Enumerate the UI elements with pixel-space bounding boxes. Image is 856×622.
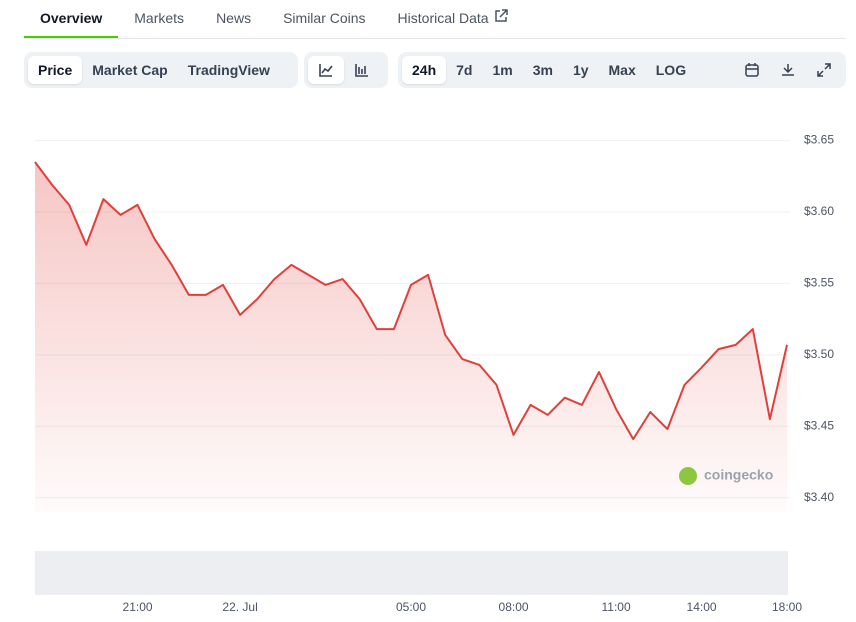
- x-tick-label: 11:00: [602, 600, 631, 614]
- range-button[interactable]: 1m: [492, 62, 513, 78]
- y-tick-label: $3.40: [804, 490, 834, 504]
- chart-type-group: Price Market Cap TradingView: [24, 52, 298, 88]
- chart-type-button[interactable]: TradingView: [187, 62, 270, 78]
- tab[interactable]: Historical Data: [382, 0, 524, 36]
- range-button[interactable]: 3m: [532, 62, 553, 78]
- download-button[interactable]: [770, 56, 806, 84]
- y-tick-label: $3.65: [804, 133, 834, 147]
- range-button[interactable]: LOG: [655, 62, 687, 78]
- x-tick-label: 21:00: [123, 600, 153, 614]
- y-tick-label: $3.45: [804, 418, 834, 432]
- area: [35, 162, 787, 512]
- watermark-logo: [679, 467, 697, 485]
- external-link-icon: [494, 9, 508, 22]
- fullscreen-button[interactable]: [806, 56, 842, 84]
- y-tick-label: $3.55: [804, 276, 834, 290]
- tab[interactable]: Overview: [24, 0, 119, 38]
- candle-view-button[interactable]: [344, 56, 380, 84]
- chart-type-button[interactable]: Price: [28, 56, 83, 84]
- price-line: [34, 161, 788, 441]
- tab[interactable]: Markets: [134, 10, 185, 26]
- range-button[interactable]: Max: [608, 62, 636, 78]
- tab-bar: Overview Markets News Similar Coins Historic…: [24, 0, 846, 39]
- view-group: [304, 52, 388, 88]
- y-tick-label: $3.50: [804, 347, 834, 361]
- x-tick-label: 22. Jul: [222, 600, 257, 614]
- tab[interactable]: Similar Coins: [283, 10, 366, 26]
- range-group: 24h 7d 1m 3m 1y Max LOG: [398, 52, 846, 88]
- line-view-button[interactable]: [308, 56, 344, 84]
- volume-band: [35, 551, 788, 595]
- x-tick-label: 14:00: [687, 600, 717, 614]
- range-button[interactable]: 1y: [572, 62, 589, 78]
- range-button[interactable]: 24h: [402, 56, 447, 84]
- x-tick-label: 18:00: [772, 600, 802, 614]
- range-button[interactable]: 7d: [456, 62, 473, 78]
- x-tick-label: 08:00: [499, 600, 529, 614]
- tab[interactable]: News: [216, 10, 252, 26]
- calendar-button[interactable]: [734, 56, 770, 84]
- y-tick-label: $3.60: [804, 204, 834, 218]
- chart-type-button[interactable]: Market Cap: [92, 62, 168, 78]
- chart: $3.40 $3.45 $3.50 $3.55 $3.60 $3.65 21:00 22. J…: [34, 133, 834, 614]
- watermark: coingecko: [704, 467, 773, 483]
- x-tick-label: 05:00: [396, 600, 426, 614]
